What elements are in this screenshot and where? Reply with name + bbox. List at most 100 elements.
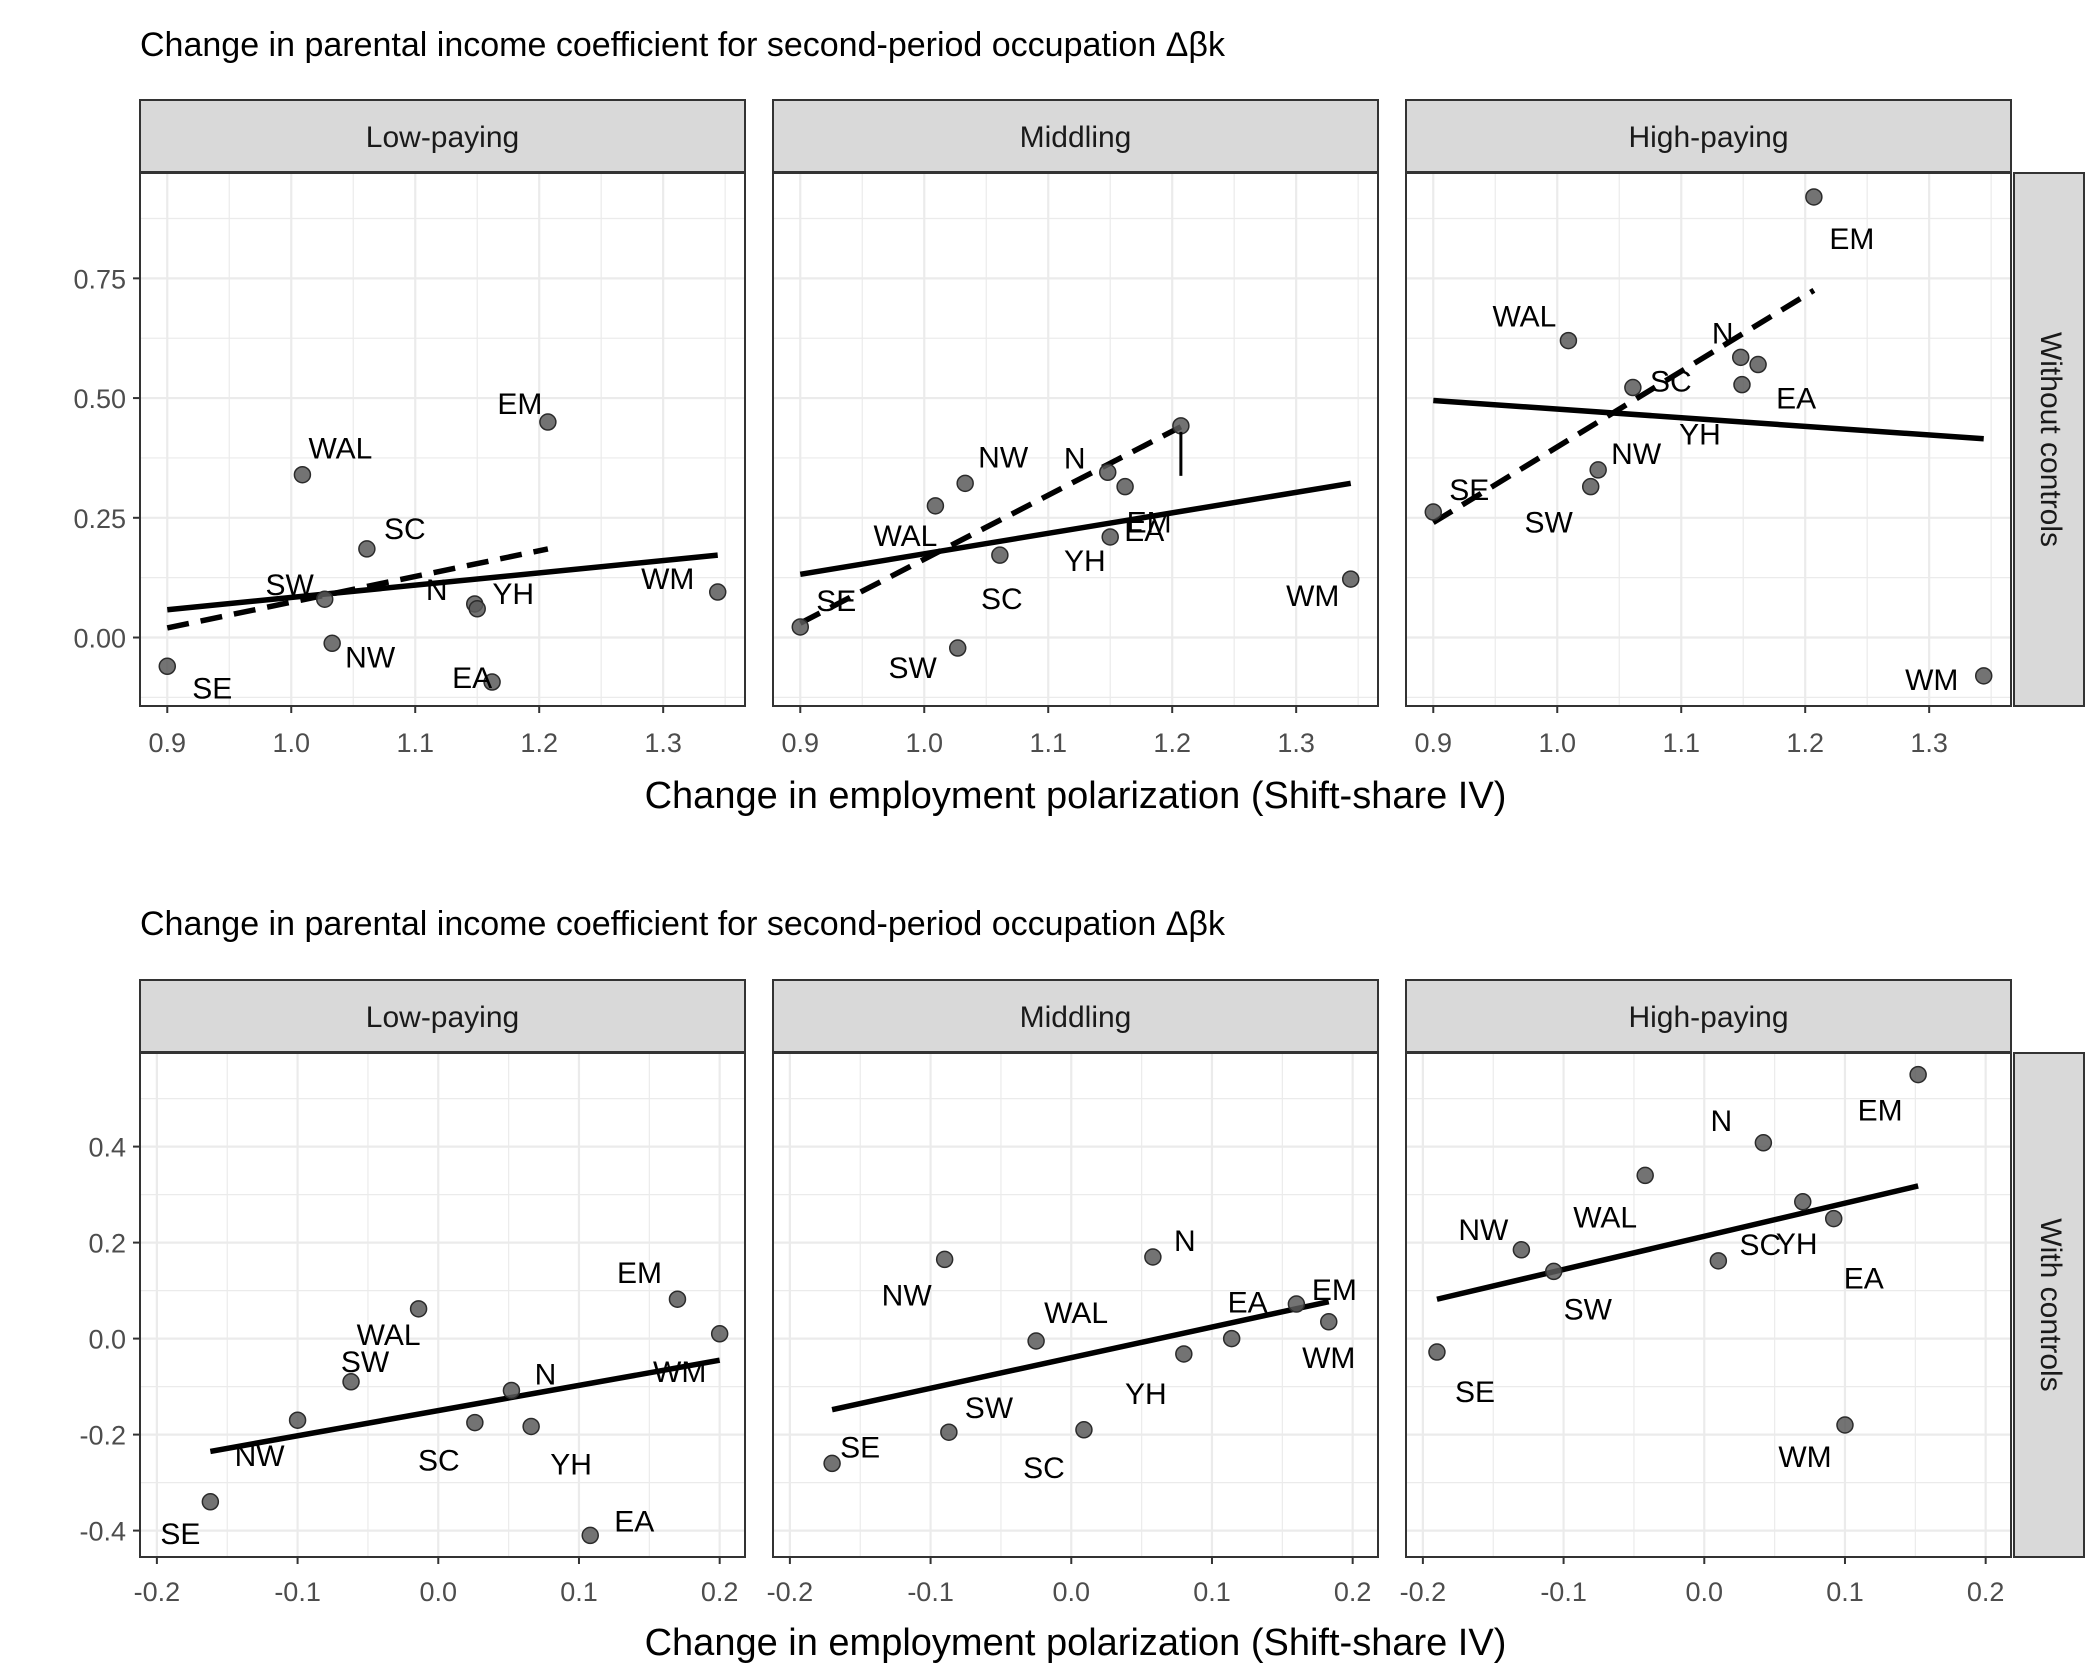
fit-line-solid bbox=[167, 552, 718, 613]
data-point bbox=[956, 474, 974, 493]
panel-background bbox=[773, 173, 1378, 706]
data-point bbox=[539, 413, 557, 431]
x-tick-label: -0.2 bbox=[1400, 1577, 1447, 1607]
point-label: YH bbox=[550, 1448, 592, 1481]
point-label: SE bbox=[160, 1518, 200, 1551]
x-tick-label: 1.0 bbox=[272, 728, 310, 758]
fit-line-dashed bbox=[1431, 287, 1816, 525]
point-label: NW bbox=[235, 1440, 286, 1473]
data-point bbox=[358, 540, 376, 558]
point-label: SE bbox=[192, 672, 232, 705]
point-label: YH bbox=[1125, 1378, 1167, 1411]
x-tick-label: 0.9 bbox=[1415, 728, 1453, 758]
row-strip-label: Without controls bbox=[2034, 332, 2067, 547]
x-tick-label: -0.2 bbox=[134, 1577, 181, 1607]
point-label: EM bbox=[1858, 1095, 1903, 1128]
data-point bbox=[158, 657, 177, 676]
point-label: WAL bbox=[1044, 1297, 1108, 1330]
facet-label: Middling bbox=[1020, 121, 1132, 154]
data-point bbox=[935, 1250, 954, 1269]
panel-high-paying: High-paying SE NW SW WAL SC N YH EA WM EM -0.2 -0.1 0… bbox=[1400, 979, 2012, 1607]
point-label: YH bbox=[492, 578, 534, 611]
data-point bbox=[1733, 375, 1751, 394]
point-label: SE bbox=[816, 585, 856, 618]
point-label: EM bbox=[1829, 223, 1874, 256]
point-label: SC bbox=[1650, 366, 1692, 399]
point-label: EA bbox=[614, 1505, 654, 1538]
x-tick-label: 1.1 bbox=[1662, 728, 1700, 758]
point-label: EA bbox=[452, 662, 492, 695]
point-label: EM bbox=[497, 388, 542, 421]
x-tick-label: 0.2 bbox=[1334, 1577, 1372, 1607]
data-point bbox=[323, 634, 341, 653]
fit-line-solid bbox=[831, 1298, 1330, 1413]
x-tick-label: -0.2 bbox=[767, 1577, 814, 1607]
x-tick-label: 0.2 bbox=[1967, 1577, 2005, 1607]
x-tick-label: 1.3 bbox=[1910, 728, 1948, 758]
x-tick-label: 0.9 bbox=[782, 728, 820, 758]
panel-background bbox=[1406, 173, 2011, 706]
data-point bbox=[1909, 1065, 1927, 1084]
panel-high-paying: High-paying SE WAL SC SW NW N YH EA EM WM 0.9 1.0 1.1… bbox=[1405, 99, 2012, 758]
y-tick-label: 0.2 bbox=[88, 1229, 126, 1259]
x-tick-label: 1.2 bbox=[520, 728, 558, 758]
gridlines bbox=[140, 173, 745, 706]
data-point bbox=[522, 1417, 540, 1436]
point-label: SE bbox=[1455, 1376, 1495, 1409]
y-tick-label: 0.50 bbox=[73, 384, 126, 414]
x-axis: -0.2 -0.1 0.0 0.1 0.2 bbox=[134, 1557, 738, 1607]
point-label: N bbox=[1064, 442, 1086, 475]
data-point bbox=[1172, 417, 1190, 435]
data-point bbox=[668, 1290, 687, 1308]
point-label: WM bbox=[1905, 664, 1958, 697]
data-point bbox=[1098, 463, 1117, 482]
point-label: NW bbox=[882, 1279, 933, 1312]
data-point bbox=[201, 1493, 220, 1511]
x-tick-label: 0.0 bbox=[1053, 1577, 1091, 1607]
panel-border bbox=[772, 1052, 1379, 1558]
data-point bbox=[409, 1300, 428, 1318]
data-point bbox=[1222, 1329, 1241, 1348]
point-label: SE bbox=[840, 1431, 880, 1464]
panel-border bbox=[139, 1052, 746, 1558]
data-point bbox=[1027, 1332, 1045, 1350]
facet-strip bbox=[139, 979, 746, 1053]
data-point bbox=[926, 497, 945, 515]
panel-low-paying: Low-paying SE WAL SC SW NW N YH EA EM WM 0.9 1.0 1.1 1… bbox=[139, 99, 746, 758]
data-point bbox=[1175, 1345, 1193, 1363]
row-strip bbox=[2013, 172, 2085, 707]
x-tick-label: 0.9 bbox=[149, 728, 187, 758]
chart-row-1: Change in parental income coefficient fo… bbox=[73, 26, 2085, 817]
data-point bbox=[1805, 188, 1823, 206]
point-label: EM bbox=[617, 1257, 662, 1290]
point-label: SW bbox=[341, 1346, 390, 1379]
data-point bbox=[1824, 1209, 1843, 1228]
point-label: WM bbox=[1778, 1441, 1831, 1474]
point-label: SW bbox=[965, 1392, 1014, 1425]
data-point bbox=[991, 546, 1009, 564]
data-point bbox=[468, 600, 486, 618]
data-point bbox=[1624, 378, 1642, 397]
point-label: EA bbox=[1228, 1287, 1268, 1320]
point-label: N bbox=[1712, 317, 1734, 350]
x-tick-label: 0.1 bbox=[560, 1577, 598, 1607]
point-label: SC bbox=[1740, 1229, 1782, 1262]
point-label: NW bbox=[345, 641, 396, 674]
point-label: N bbox=[426, 574, 448, 607]
data-point bbox=[1144, 1248, 1162, 1266]
x-tick-label: 1.0 bbox=[1538, 728, 1576, 758]
point-label: SC bbox=[1023, 1452, 1065, 1485]
panel-border bbox=[772, 172, 1379, 707]
data-point bbox=[1754, 1134, 1773, 1152]
y-tick-label: 0.75 bbox=[73, 264, 126, 294]
x-tick-label: 1.3 bbox=[1277, 728, 1315, 758]
fit-line-solid bbox=[209, 1357, 721, 1455]
point-label: NW bbox=[978, 441, 1029, 474]
chart-title: Change in parental income coefficient fo… bbox=[140, 905, 1226, 943]
x-tick-label: 0.0 bbox=[420, 1577, 458, 1607]
y-tick-label: -0.2 bbox=[79, 1421, 126, 1451]
gridlines bbox=[1406, 1053, 2011, 1557]
point-label: SW bbox=[1564, 1293, 1613, 1326]
facet-label: High-paying bbox=[1628, 1001, 1788, 1034]
y-axis: 0.00 0.25 0.50 0.75 bbox=[73, 264, 140, 654]
